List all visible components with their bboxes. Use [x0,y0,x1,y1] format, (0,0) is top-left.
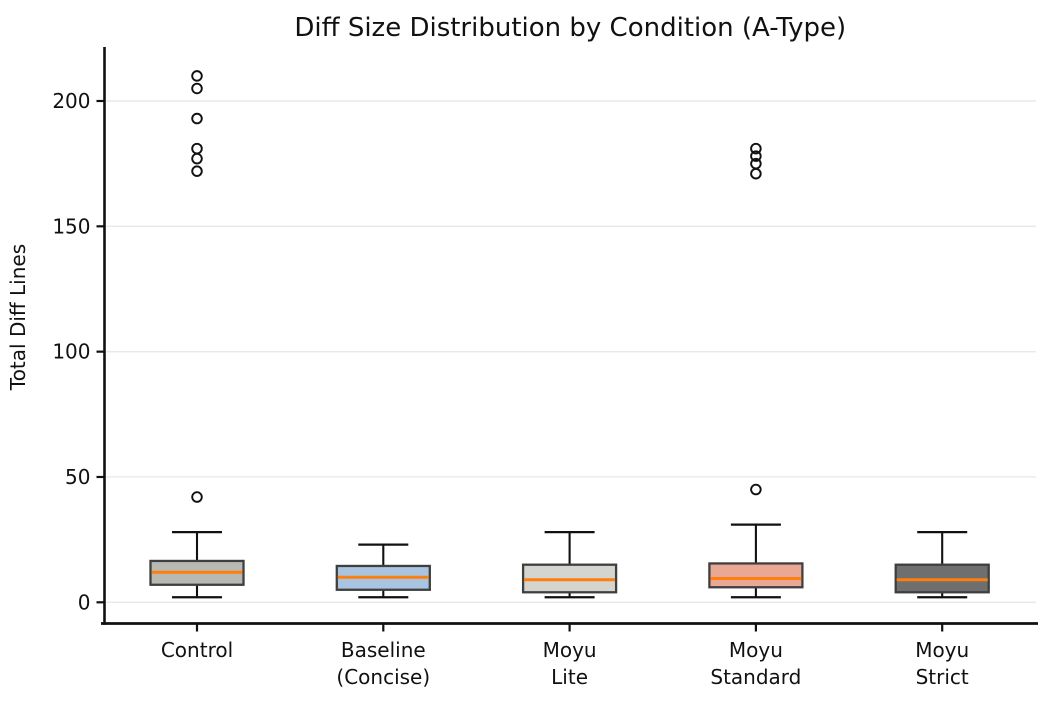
y-tick-label: 100 [52,340,90,364]
x-tick-label: Control [161,638,233,662]
outlier-point [191,82,203,95]
outlier-point [750,142,762,155]
y-axis-label: Total Diff Lines [6,244,30,391]
outlier-point [750,150,762,162]
outlier-point [191,112,203,125]
outlier-point [750,483,762,496]
x-tick-label: Baseline (Concise) [336,638,430,689]
outlier-point [191,165,203,177]
x-tick-label: Moyu Lite [543,638,597,689]
chart-title: Diff Size Distribution by Condition (A-T… [294,13,846,43]
y-tick-label: 50 [65,465,90,489]
outlier-point [191,70,203,82]
x-tick-label: Moyu Strict [915,638,969,689]
y-tick-label: 150 [52,214,90,238]
y-tick-label: 0 [78,590,91,614]
outlier-point [750,157,762,170]
outlier-point [750,167,762,180]
x-tick-label: Moyu Standard [710,638,801,689]
outlier-point [191,142,203,155]
y-tick-label: 200 [52,89,90,113]
outlier-point [191,152,203,165]
box-moyu-standard [708,562,804,589]
outlier-point [191,491,203,503]
